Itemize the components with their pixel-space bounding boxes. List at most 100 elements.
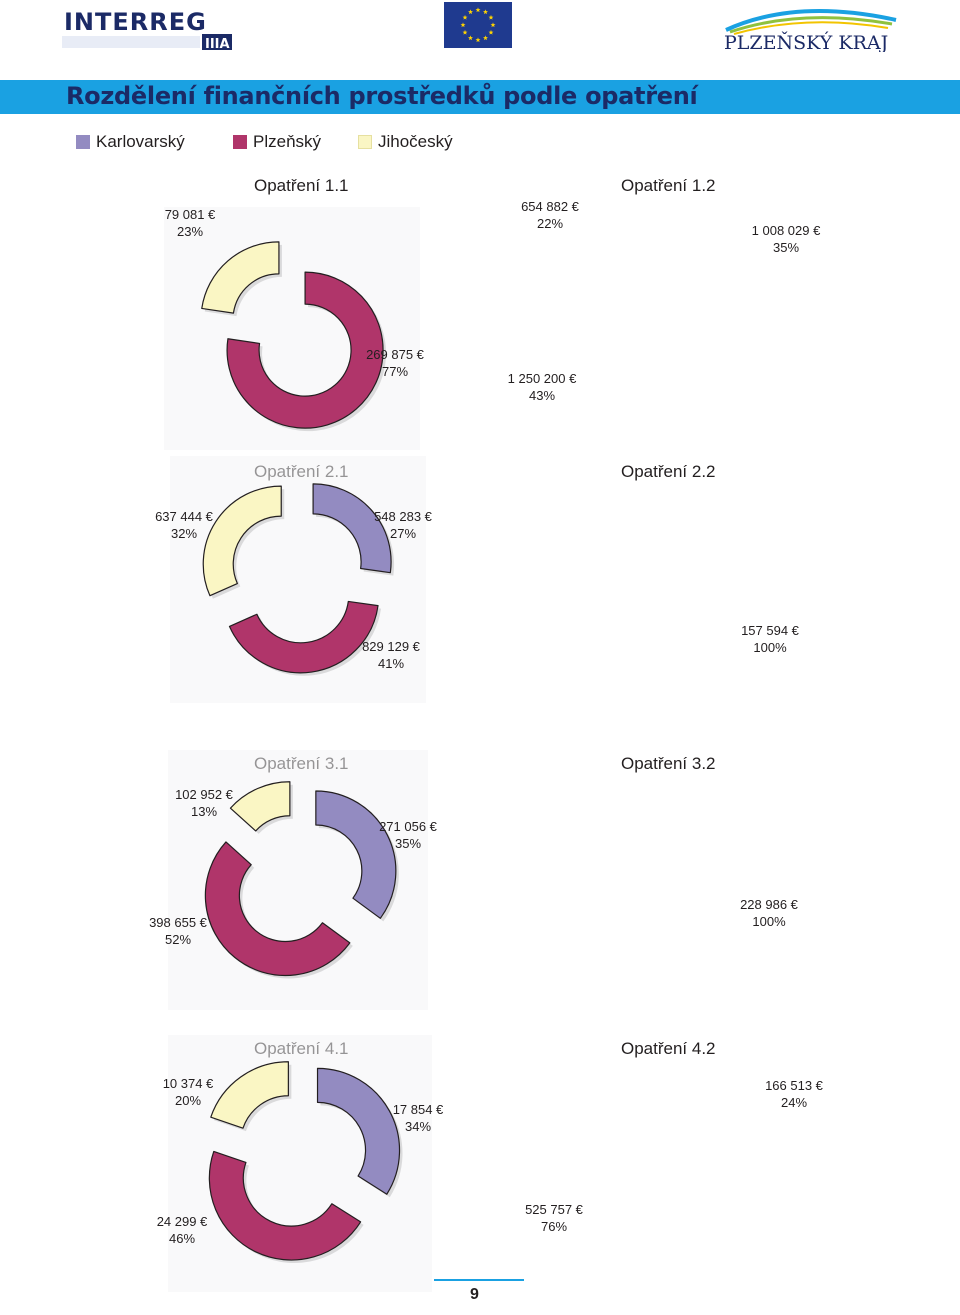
- donut-chart: [480, 750, 960, 1030]
- legend-item-karlovarsky: Karlovarský: [76, 132, 185, 152]
- slice-plzensky: [204, 841, 351, 977]
- data-label-jihocesky: 637 444 € 32%: [124, 508, 244, 542]
- slice-karlovarsky: [315, 790, 397, 919]
- data-label-amount: 1 008 029 €: [751, 223, 821, 238]
- slice-jihocesky: [202, 485, 282, 597]
- eu-star-icon: [460, 22, 466, 28]
- legend-item-plzensky: Plzeňský: [233, 132, 321, 152]
- legend-swatch: [233, 135, 247, 149]
- slice-plzensky: [226, 271, 384, 429]
- data-label-percent: 100%: [752, 914, 786, 929]
- data-label-amount: 654 882 €: [521, 199, 579, 214]
- chart-opatreni-2-2: Opatření 2.2 157 594 € 100%: [480, 456, 960, 736]
- title-bar: [0, 80, 960, 114]
- slice-plzensky: [228, 600, 379, 674]
- data-label-karlovarsky: 271 056 € 35%: [348, 818, 468, 852]
- page-title: Rozdělení finančních prostředků podle op…: [66, 82, 698, 110]
- data-label-jihocesky: 10 374 € 20%: [128, 1075, 248, 1109]
- chart-title: Opatření 4.2: [621, 1039, 716, 1058]
- chart-opatreni-3-2: Opatření 3.2 228 986 € 100%: [480, 750, 960, 1030]
- footer-divider: [434, 1279, 524, 1281]
- legend-label: Jihočeský: [378, 132, 453, 151]
- data-label-percent: 76%: [540, 1219, 568, 1234]
- chart-opatreni-4-2: Opatření 4.2 166 513 € 24% 525 757 € 76%: [480, 1035, 960, 1315]
- legend-swatch: [358, 135, 372, 149]
- data-label-percent: 27%: [389, 526, 417, 541]
- eu-star-icon: [462, 29, 468, 35]
- slice-plzensky: [208, 1150, 362, 1261]
- legend-label: Plzeňský: [253, 132, 322, 151]
- data-label-percent: 35%: [394, 836, 422, 851]
- donut-chart: [168, 1035, 432, 1292]
- data-label-amount: 398 655 €: [149, 915, 207, 930]
- data-label-percent: 100%: [753, 640, 787, 655]
- eu-flag-logo: [444, 2, 512, 48]
- data-label-plzensky: 525 757 € 76%: [494, 1201, 614, 1235]
- data-label-amount: 271 056 €: [379, 819, 437, 834]
- donut-chart: [168, 750, 428, 1010]
- data-label-amount: 548 283 €: [374, 509, 432, 524]
- chart-title: Opatření 1.2: [621, 176, 716, 195]
- data-label-jihocesky: 654 882 € 22%: [490, 198, 610, 232]
- eu-star-icon: [488, 14, 494, 20]
- data-label-amount: 24 299 €: [156, 1214, 208, 1229]
- data-label-percent: 43%: [528, 388, 556, 403]
- data-label-jihocesky: 102 952 € 13%: [144, 786, 264, 820]
- data-label-percent: 13%: [190, 804, 218, 819]
- data-label-percent: 24%: [780, 1095, 808, 1110]
- data-label-karlovarsky: 166 513 € 24%: [734, 1077, 854, 1111]
- data-label-amount: 1 250 200 €: [507, 371, 577, 386]
- interreg-logo: INTERREG IIIA: [62, 6, 232, 50]
- slice-karlovarsky: [312, 483, 392, 574]
- plzensky-kraj-logo: PLZEŇSKÝ KRAJ: [724, 9, 897, 52]
- svg-text:INTERREG: INTERREG: [64, 8, 207, 36]
- data-label-plzensky: 157 594 € 100%: [710, 622, 830, 656]
- slice-jihocesky: [229, 781, 291, 832]
- donut-chart: [480, 1035, 960, 1315]
- eu-star-icon: [475, 7, 481, 13]
- region-logo-text: PLZEŇSKÝ KRAJ: [724, 31, 888, 52]
- slice-karlovarsky: [316, 1067, 401, 1195]
- eu-star-icon: [468, 35, 473, 41]
- chart-title: Opatření 3.2: [621, 754, 716, 773]
- legend-swatch: [76, 135, 90, 149]
- slice-jihocesky: [210, 1061, 289, 1129]
- data-label-plzensky: 398 655 € 52%: [118, 914, 238, 948]
- eu-star-icon: [468, 9, 473, 15]
- slice-jihocesky: [201, 241, 280, 314]
- data-label-percent: 34%: [404, 1119, 432, 1134]
- data-label-amount: 79 081 €: [164, 207, 216, 222]
- donut-chart: [164, 207, 420, 450]
- svg-text:IIIA: IIIA: [205, 37, 230, 50]
- data-label-amount: 637 444 €: [155, 509, 213, 524]
- data-label-jihocesky: 79 081 € 23%: [130, 206, 250, 240]
- data-label-amount: 102 952 €: [175, 787, 233, 802]
- eu-star-icon: [483, 9, 488, 15]
- eu-star-icon: [490, 22, 496, 28]
- data-label-amount: 228 986 €: [740, 897, 798, 912]
- chart-title: Opatření 2.2: [621, 462, 716, 481]
- data-label-percent: 35%: [772, 240, 800, 255]
- data-label-percent: 46%: [168, 1231, 196, 1246]
- eu-star-icon: [483, 35, 488, 41]
- legend-item-jihocesky: Jihočeský: [358, 132, 453, 152]
- page-number: 9: [470, 1286, 479, 1303]
- chart-opatreni-4-1: Opatření 4.110 374 €20%17 854 €34%24 299…: [0, 1035, 480, 1315]
- donut-chart: [170, 456, 426, 703]
- data-label-percent: 23%: [176, 224, 204, 239]
- data-label-percent: 22%: [536, 216, 564, 231]
- data-label-plzensky: 829 129 € 41%: [331, 638, 451, 672]
- data-label-plzensky: 1 250 200 € 43%: [482, 370, 602, 404]
- data-label-karlovarsky: 17 854 € 34%: [358, 1101, 478, 1135]
- chart-opatreni-3-1: Opatření 3.1102 952 €13%271 056 €35%398 …: [0, 750, 480, 1030]
- data-label-amount: 269 875 €: [366, 347, 424, 362]
- data-label-plzensky: 269 875 € 77%: [335, 346, 455, 380]
- data-label-amount: 525 757 €: [525, 1202, 583, 1217]
- eu-star-icon: [462, 14, 468, 20]
- chart-opatreni-1-1: Opatření 1.1 79 081 € 23% 269 875 € 77%: [0, 170, 480, 450]
- data-label-percent: 32%: [170, 526, 198, 541]
- eu-star-icon: [475, 37, 481, 43]
- data-label-plzensky: 228 986 € 100%: [709, 896, 829, 930]
- data-label-amount: 829 129 €: [362, 639, 420, 654]
- chart-title: Opatření 1.1: [254, 176, 349, 195]
